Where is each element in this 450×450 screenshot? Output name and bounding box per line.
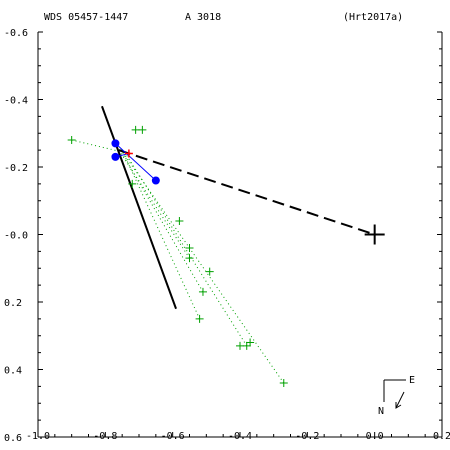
x-tick-label: -1.0 [26, 431, 50, 442]
data-layer [67, 105, 385, 387]
y-tick-label: 0.4 [4, 366, 22, 377]
y-tick-label: -0.2 [4, 163, 28, 174]
observation-point [279, 379, 288, 387]
y-tick-label: 0.6 [4, 433, 22, 444]
observation-point [67, 136, 76, 144]
compass-north-label: N [378, 406, 384, 417]
header-component-label: A 3018 [185, 12, 221, 23]
header-reference-label: (Hrt2017a) [343, 12, 403, 23]
x-tick-label: 0.0 [366, 431, 384, 442]
y-tick-label: -0.0 [4, 231, 28, 242]
observation-point [185, 244, 194, 252]
observation-link [121, 149, 201, 320]
y-tick-label: -0.4 [4, 96, 28, 107]
observation-point [138, 125, 147, 134]
measured-point [151, 176, 160, 185]
compass-motion-arrowhead [395, 402, 402, 409]
axes: -0.6 -0.4 -0.2 -0.0 0.2 0.4 0.6 -1.0 -0.8 -0.6 -0.… [4, 28, 450, 444]
y-tick-label: -0.6 [4, 28, 28, 39]
observation-point [131, 125, 140, 134]
compass-motion-arrow [395, 391, 405, 409]
x-tick-label: -0.8 [93, 431, 117, 442]
observation-point [205, 267, 214, 276]
predicted-point [124, 149, 133, 158]
header-id-label: WDS 05457-1447 [44, 12, 128, 23]
x-tick-label: 0.2 [433, 431, 450, 442]
compass-east-label: E [409, 375, 415, 386]
observation-point [198, 287, 207, 296]
primary-star-marker [364, 224, 385, 245]
x-tick-label: -0.6 [161, 431, 185, 442]
observation-point [242, 341, 251, 350]
residual-link [115, 143, 157, 181]
observation-point [175, 217, 184, 225]
x-tick-label: -0.2 [295, 431, 319, 442]
observation-point [128, 179, 137, 188]
observation-point [236, 341, 244, 350]
measured-point [111, 152, 120, 161]
observation-point [246, 338, 255, 347]
compass: N E [378, 375, 415, 417]
periastron-line [118, 149, 375, 236]
x-tick-label: -0.4 [228, 431, 252, 442]
observation-point [195, 314, 204, 323]
observation-link [118, 149, 190, 259]
y-tick-label: 0.2 [4, 298, 22, 309]
measured-point [111, 139, 120, 148]
observation-link [121, 153, 204, 293]
observation-point [185, 254, 194, 263]
